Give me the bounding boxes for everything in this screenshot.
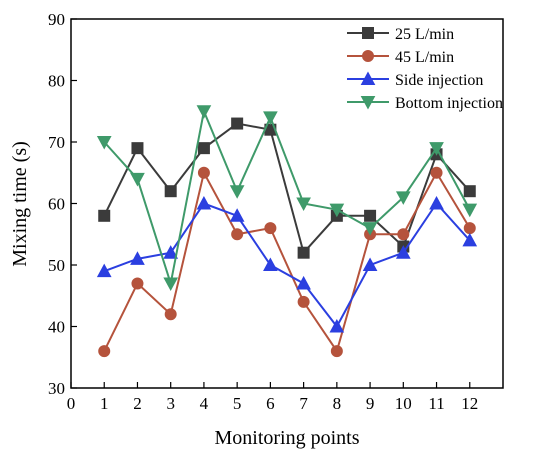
y-tick-label: 80: [48, 72, 65, 91]
legend-entry-3: Side injection: [347, 71, 483, 89]
data-point: [395, 245, 411, 259]
series-line: [103, 169, 471, 354]
data-point: [397, 228, 410, 241]
data-point: [229, 185, 245, 199]
series-4: [96, 105, 478, 291]
legend-marker: [360, 71, 376, 85]
y-tick-label: 50: [48, 256, 65, 275]
legend-label: 25 L/min: [395, 26, 454, 43]
y-tick-label: 30: [48, 379, 65, 398]
data-point: [131, 142, 144, 155]
legend-label: 45 L/min: [395, 49, 454, 66]
legend-entry-1: 25 L/min: [347, 26, 454, 43]
data-point: [429, 195, 444, 210]
series-line: [103, 201, 471, 329]
legend-marker: [360, 96, 376, 110]
x-tick-label: 12: [461, 394, 478, 413]
data-point: [330, 345, 343, 358]
y-tick-label: 90: [48, 10, 65, 29]
data-point: [463, 222, 476, 235]
data-point: [197, 142, 210, 155]
data-point: [229, 208, 245, 222]
data-point: [296, 275, 311, 290]
data-point: [130, 172, 145, 187]
data-point: [98, 345, 111, 358]
data-point: [96, 263, 112, 278]
data-point: [131, 277, 144, 290]
data-point: [164, 308, 177, 321]
data-point: [231, 117, 244, 130]
x-tick-label: 1: [100, 394, 109, 413]
series-line: [103, 107, 471, 284]
x-tick-label: 2: [133, 394, 142, 413]
data-point: [329, 203, 345, 218]
data-point: [163, 245, 179, 259]
data-point: [395, 191, 411, 205]
data-point: [296, 197, 311, 212]
data-point: [231, 228, 244, 241]
legend-marker: [362, 27, 374, 39]
data-point: [297, 246, 310, 259]
data-point: [196, 105, 212, 119]
x-tick-label: 8: [333, 394, 342, 413]
x-tick-label: 3: [166, 394, 175, 413]
data-point: [462, 203, 478, 218]
legend: 25 L/min 45 L/min Side injection Bottom inj…: [347, 26, 503, 112]
y-axis-label: Mixing time (s): [9, 141, 31, 267]
y-tick-label: 40: [48, 318, 65, 337]
x-tick-label: 6: [266, 394, 275, 413]
data-point: [96, 136, 112, 150]
x-tick-label: 0: [67, 394, 76, 413]
data-point: [264, 222, 277, 235]
legend-label: Bottom injection: [395, 95, 503, 112]
x-tick-label: 9: [366, 394, 375, 413]
series-2: [98, 166, 476, 358]
data-point: [430, 166, 443, 179]
legend-entry-4: Bottom injection: [347, 95, 503, 112]
legend-marker: [362, 50, 374, 62]
x-tick-label: 5: [233, 394, 242, 413]
data-point: [163, 277, 179, 291]
data-point: [196, 195, 212, 210]
data-point: [364, 209, 377, 222]
x-axis-label: Monitoring points: [214, 427, 359, 449]
y-tick-label: 60: [48, 195, 65, 214]
data-point: [362, 257, 378, 271]
legend-label: Side injection: [395, 72, 483, 89]
data-point: [263, 257, 278, 271]
x-tick-label: 4: [200, 394, 209, 413]
data-point: [463, 185, 476, 198]
series-layer: [96, 105, 478, 358]
data-point: [297, 295, 310, 308]
data-point: [263, 111, 278, 125]
series-line: [103, 122, 471, 255]
legend-entry-2: 45 L/min: [347, 49, 454, 66]
data-point: [98, 209, 111, 222]
series-3: [96, 195, 478, 333]
y-tick-label: 70: [48, 133, 65, 152]
x-tick-label: 11: [428, 394, 444, 413]
data-point: [462, 232, 478, 247]
data-point: [197, 166, 210, 179]
data-point: [130, 251, 145, 265]
x-tick-label: 10: [395, 394, 412, 413]
data-point: [329, 318, 345, 333]
data-point: [164, 185, 177, 198]
data-point: [429, 142, 444, 156]
data-point: [362, 222, 378, 236]
x-tick-label: 7: [299, 394, 308, 413]
